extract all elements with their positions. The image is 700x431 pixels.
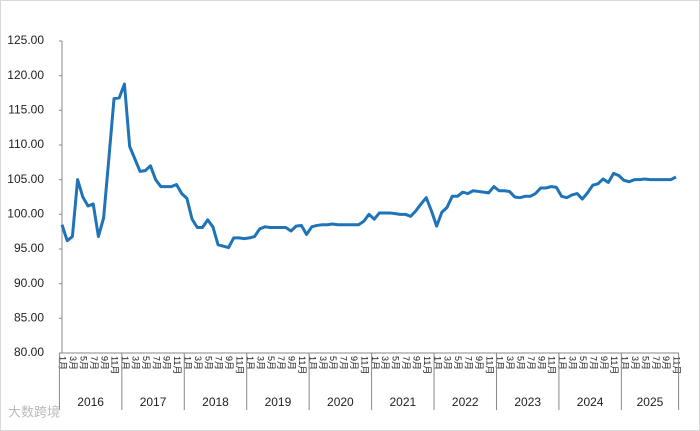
x-tick-label: 11月 [110,356,120,374]
y-tick-label: 90.00 [14,276,44,290]
x-tick-label: 11月 [547,356,557,374]
year-label: 2023 [514,395,541,409]
x-tick-label: 3月 [443,356,453,370]
year-label: 2020 [327,395,354,409]
x-tick-label: 5月 [266,356,276,370]
x-tick-label: 9月 [162,356,172,370]
x-tick-label: 7月 [526,356,536,370]
x-tick-label: 1月 [245,356,255,370]
x-tick-label: 9月 [287,356,297,370]
year-label: 2016 [77,395,104,409]
x-tick-label: 1月 [432,356,442,370]
y-tick-label: 125.00 [7,33,44,47]
x-tick-label: 3月 [318,356,328,370]
y-tick-label: 100.00 [7,207,44,221]
x-tick-label: 7月 [401,356,411,370]
x-tick-label: 3月 [505,356,515,370]
x-tick-label: 9月 [224,356,234,370]
year-label: 2019 [265,395,292,409]
x-tick-label: 5月 [328,356,338,370]
x-tick-label: 3月 [255,356,265,370]
watermark: 大数跨境 [8,404,60,419]
year-label: 2025 [637,395,664,409]
x-tick-label: 3月 [193,356,203,370]
year-label: 2021 [389,395,416,409]
x-tick-label: 3月 [380,356,390,370]
x-tick-label: 7月 [588,356,598,370]
x-tick-label: 1月 [495,356,505,370]
x-tick-label: 7月 [89,356,99,370]
x-tick-label: 7月 [463,356,473,370]
year-label: 2024 [577,395,604,409]
x-tick-label: 1月 [183,356,193,370]
x-tick-label: 3月 [130,356,140,370]
x-tick-label: 1月 [120,356,130,370]
x-tick-label: 7月 [214,356,224,370]
x-tick-label: 1月 [58,356,68,370]
x-tick-label: 9月 [536,356,546,370]
x-tick-label: 11月 [484,356,494,374]
y-tick-label: 85.00 [14,311,44,325]
x-tick-label: 11月 [359,356,369,374]
y-tick-label: 120.00 [7,68,44,82]
x-tick-label: 5月 [640,356,650,370]
x-tick-label: 11月 [672,356,682,374]
x-tick-label: 9月 [661,356,671,370]
x-tick-label: 9月 [99,356,109,370]
x-tick-label: 7月 [151,356,161,370]
x-tick-label: 1月 [620,356,630,370]
y-tick-label: 80.00 [14,345,44,359]
x-tick-label: 9月 [349,356,359,370]
x-tick-label: 5月 [141,356,151,370]
year-label: 2022 [452,395,479,409]
year-label: 2018 [202,395,229,409]
x-tick-label: 9月 [599,356,609,370]
x-tick-label: 7月 [339,356,349,370]
x-tick-label: 1月 [307,356,317,370]
y-tick-label: 95.00 [14,241,44,255]
x-tick-label: 11月 [235,356,245,374]
x-tick-label: 11月 [172,356,182,374]
x-tick-label: 11月 [422,356,432,374]
x-tick-label: 3月 [68,356,78,370]
x-tick-label: 11月 [609,356,619,374]
x-tick-label: 3月 [568,356,578,370]
x-tick-label: 1月 [557,356,567,370]
x-tick-label: 5月 [391,356,401,370]
x-tick-label: 11月 [297,356,307,374]
y-tick-label: 115.00 [8,103,44,117]
x-tick-label: 5月 [516,356,526,370]
x-tick-label: 5月 [203,356,213,370]
x-tick-label: 9月 [411,356,421,370]
x-tick-label: 5月 [578,356,588,370]
x-tick-label: 1月 [370,356,380,370]
x-tick-label: 9月 [474,356,484,370]
x-tick-label: 3月 [630,356,640,370]
x-tick-label: 7月 [276,356,286,370]
x-tick-label: 7月 [651,356,661,370]
year-label: 2017 [140,395,167,409]
data-line [60,82,677,250]
y-tick-label: 105.00 [7,172,44,186]
x-tick-label: 5月 [78,356,88,370]
x-tick-label: 5月 [453,356,463,370]
y-tick-label: 110.00 [8,137,44,151]
